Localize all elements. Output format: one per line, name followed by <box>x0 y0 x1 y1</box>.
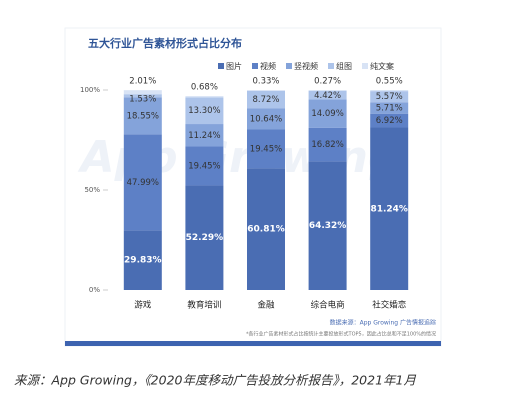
data-label: 18.55% <box>127 111 159 121</box>
x-tick-label: 游戏 <box>134 300 152 311</box>
bar-segment <box>247 129 285 169</box>
bar-segment <box>185 124 224 147</box>
y-tick-label: 100% <box>80 86 100 94</box>
data-label: 52.29% <box>186 233 224 243</box>
data-label: 29.83% <box>124 256 162 266</box>
bar-segment <box>185 146 224 186</box>
bar-segment <box>370 113 409 128</box>
bar-segment <box>247 90 285 109</box>
chart-title: 五大行业广告素材形式占比分布 <box>88 36 242 50</box>
data-label: 0.33% <box>252 77 279 87</box>
bar-segment <box>308 90 347 100</box>
bar-segment <box>370 102 409 114</box>
bar-segment <box>123 94 162 98</box>
bar-segment <box>308 90 347 91</box>
bar-segment <box>308 161 347 290</box>
bar-segment <box>185 96 224 98</box>
bar-segment <box>247 168 285 290</box>
data-label: 64.32% <box>309 221 347 231</box>
data-label: 6.92% <box>376 116 403 126</box>
x-tick-label: 社交婚恋 <box>372 300 406 311</box>
data-label: 8.72% <box>252 95 279 105</box>
bar-segment <box>247 108 285 130</box>
bar-segment <box>123 97 162 135</box>
x-tick-label: 综合电商 <box>311 300 345 311</box>
footnote: *各行业广告素材形式占比按统计主要投放形式TOP5，因此占比总和不足100%的情… <box>246 331 436 338</box>
data-label: 14.09% <box>311 109 343 119</box>
legend-label: 图片 <box>226 61 242 71</box>
legend-swatch <box>362 63 368 69</box>
data-label: 5.71% <box>376 103 403 113</box>
data-label: 13.30% <box>188 106 220 116</box>
data-label: 5.57% <box>376 92 403 102</box>
legend-label: 组图 <box>336 61 352 71</box>
legend-swatch <box>328 63 334 69</box>
data-label: 47.99% <box>127 178 159 188</box>
caption: 来源：App Growing，《2020年度移动广告投放分析报告》，2021年1… <box>14 373 416 388</box>
data-label: 0.55% <box>376 77 403 87</box>
legend-label: 纯文案 <box>370 61 394 71</box>
data-label: 1.53% <box>129 95 156 105</box>
data-label: 81.24% <box>370 204 408 214</box>
y-tick-label: 0% <box>89 286 100 294</box>
bar-segment <box>370 127 409 291</box>
bar-segment <box>308 99 347 128</box>
bar-segment <box>370 90 409 92</box>
x-tick-label: 金融 <box>257 300 275 311</box>
bar-segment <box>247 90 285 91</box>
data-label: 16.82% <box>311 140 343 150</box>
data-label: 60.81% <box>247 225 285 235</box>
data-label: 2.01% <box>129 77 156 87</box>
legend-swatch <box>286 63 292 69</box>
data-label: 0.27% <box>314 77 341 87</box>
legend-label: 竖视频 <box>294 61 318 71</box>
source: 数据来源：App Growing 广告情报追踪 <box>330 319 436 327</box>
bar-segment <box>308 127 347 162</box>
bar-segment <box>370 91 409 103</box>
x-tick-label: 教育培训 <box>187 300 221 311</box>
legend-swatch <box>252 63 258 69</box>
data-label: 0.68% <box>191 83 218 93</box>
bar-segment <box>185 185 224 290</box>
y-tick-label: 50% <box>84 186 100 194</box>
bottom-strip <box>65 341 441 346</box>
bar-segment <box>123 134 162 231</box>
data-label: 19.45% <box>188 161 220 171</box>
data-label: 4.42% <box>314 91 341 101</box>
bar-segment <box>185 97 224 125</box>
data-label: 19.45% <box>250 144 282 154</box>
data-label: 11.24% <box>188 131 220 141</box>
legend-swatch <box>218 63 224 69</box>
bar-segment <box>123 230 162 290</box>
bar-segment <box>123 90 162 95</box>
legend-label: 视频 <box>260 61 276 71</box>
data-label: 10.64% <box>250 114 282 124</box>
